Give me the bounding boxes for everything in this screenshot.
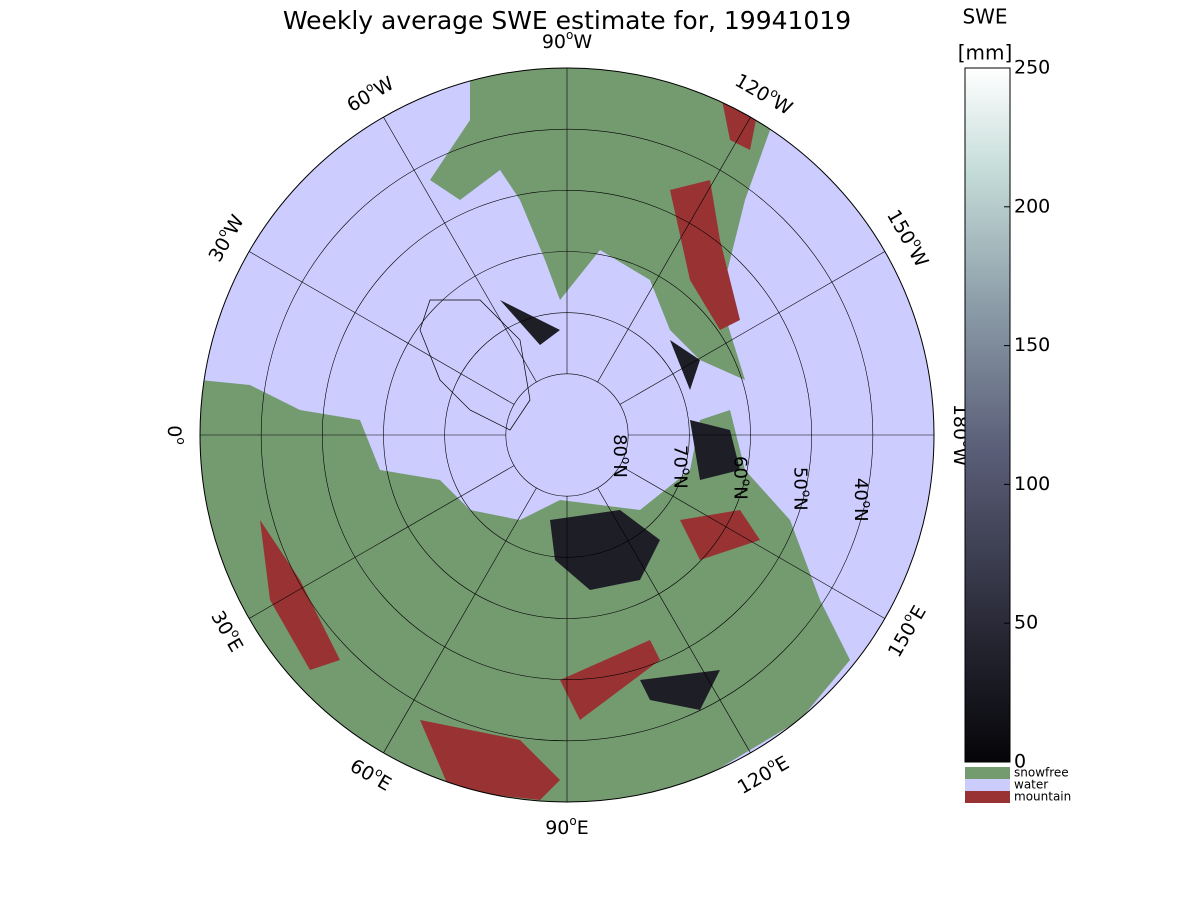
longitude-line [383, 487, 537, 753]
colorbar-tick-label: 150 [1014, 334, 1050, 356]
degree-mark: o [860, 501, 874, 508]
hemisphere: W [904, 243, 933, 270]
degree-mark: o [620, 457, 634, 464]
coordinate-label: 0o [164, 425, 189, 444]
legend-label: mountain [1014, 790, 1071, 804]
map-border [199, 67, 935, 803]
legend-label: water [1014, 778, 1048, 792]
map-title: Weekly average SWE estimate for, 1994101… [283, 6, 851, 35]
degree-mark: o [569, 814, 576, 828]
north-america [430, 68, 770, 380]
hemisphere: E [222, 634, 247, 655]
hemisphere: E [577, 817, 589, 839]
coordinate-label: 80oN [609, 434, 634, 478]
colorbar-title: SWE [962, 5, 1007, 29]
legend-swatch [965, 767, 1010, 779]
coordinate-label: 30oE [207, 605, 250, 655]
longitude-line [383, 117, 537, 383]
degree-value: 30 [204, 234, 235, 266]
legend-swatch [965, 791, 1010, 803]
coordinate-label: 90oW [542, 28, 593, 53]
hemisphere: W [573, 31, 592, 53]
degree-value: 70 [669, 445, 690, 468]
colorbar-tick-label: 100 [1014, 473, 1050, 495]
longitude-line [619, 251, 885, 405]
colorbar-tick-label: 250 [1014, 57, 1050, 79]
coordinate-label: 60oW [341, 69, 397, 116]
degree-value: 0 [164, 425, 186, 437]
longitude-line [619, 465, 885, 619]
degree-value: 90 [542, 31, 566, 53]
hemisphere: E [771, 751, 792, 776]
hemisphere: N [609, 464, 630, 477]
degree-mark: o [680, 468, 694, 475]
degree-mark: o [800, 490, 814, 497]
colorbar-tick-label: 50 [1014, 612, 1038, 634]
hemisphere: N [669, 475, 690, 488]
degree-mark: o [740, 479, 754, 486]
coordinate-label: 90oE [545, 814, 589, 839]
degree-value: 90 [545, 817, 569, 839]
legend-swatch [965, 779, 1010, 791]
coordinate-label: 60oN [730, 456, 755, 500]
hemisphere: N [850, 508, 871, 521]
hemisphere: N [730, 486, 751, 499]
degree-value: 60 [730, 456, 751, 479]
degree-value: 60 [346, 755, 378, 786]
degree-value: 40 [850, 478, 871, 501]
coordinate-label: 40oN [850, 478, 875, 522]
colorbar-tick-label: 200 [1014, 195, 1050, 217]
colorbar-ticks: 0 50 100 150 200 250 [1004, 57, 1050, 773]
longitude-line [597, 487, 751, 753]
degree-value: 50 [790, 467, 811, 490]
longitude-line [597, 117, 751, 383]
degree-value: 120 [731, 69, 773, 106]
map-body [200, 68, 934, 802]
coordinate-label: 50oN [790, 467, 815, 511]
hemisphere: W [370, 72, 397, 101]
coordinate-label: 60oE [346, 752, 396, 795]
colorbar-tick-label: 0 [1014, 751, 1026, 773]
coordinate-label: 30oW [202, 209, 249, 265]
degree-mark: o [175, 437, 189, 444]
degree-mark: o [566, 28, 573, 42]
hemisphere: N [790, 497, 811, 510]
longitude-line [249, 465, 515, 619]
legend-label: snowfree [1014, 766, 1069, 780]
degree-value: 80 [609, 434, 630, 457]
colorbar-unit: [mm] [958, 41, 1013, 65]
longitude-line [249, 251, 515, 405]
coordinate-label: 70oN [669, 445, 694, 489]
degree-value: 150 [883, 618, 920, 660]
colorbar [964, 67, 1011, 763]
